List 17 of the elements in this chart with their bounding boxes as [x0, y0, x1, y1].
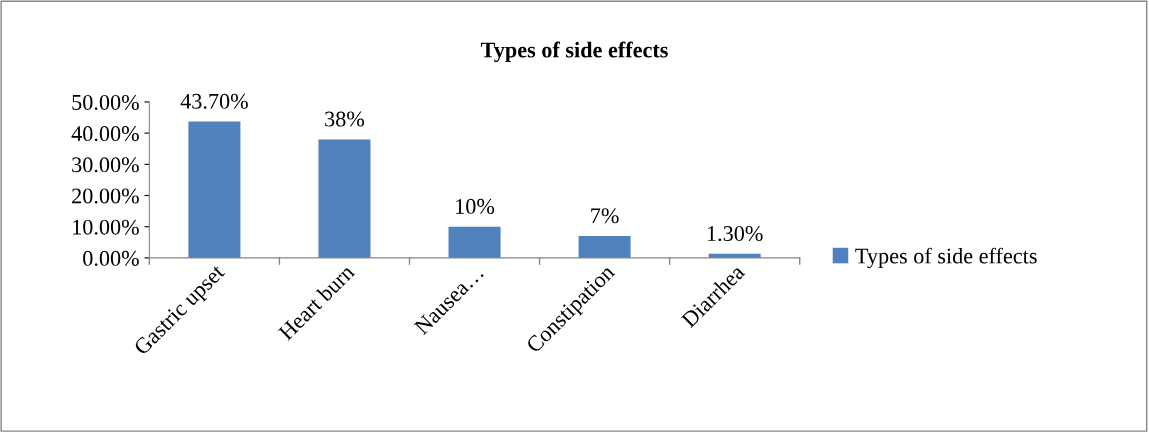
- bar: [448, 226, 501, 258]
- y-tick-label: 40.00%: [71, 126, 139, 142]
- y-tick-label: 20.00%: [72, 188, 139, 204]
- data-label: 1.30%: [707, 226, 763, 242]
- y-tick-label: 30.00%: [72, 157, 139, 173]
- y-tick-label: 0.00%: [83, 250, 139, 266]
- chart-title: Types of side effects: [480, 41, 668, 63]
- y-tick-label: 10.00%: [73, 219, 139, 235]
- legend-label: Types of side effects: [855, 247, 1037, 269]
- data-label: 10%: [456, 198, 495, 214]
- data-label: 43.70%: [180, 93, 248, 109]
- y-tick-label: 50.00%: [72, 94, 139, 110]
- bar: [578, 236, 631, 258]
- bar: [188, 121, 241, 258]
- bar: [318, 139, 371, 258]
- data-label: 7%: [591, 208, 619, 224]
- data-label: 38%: [325, 111, 365, 127]
